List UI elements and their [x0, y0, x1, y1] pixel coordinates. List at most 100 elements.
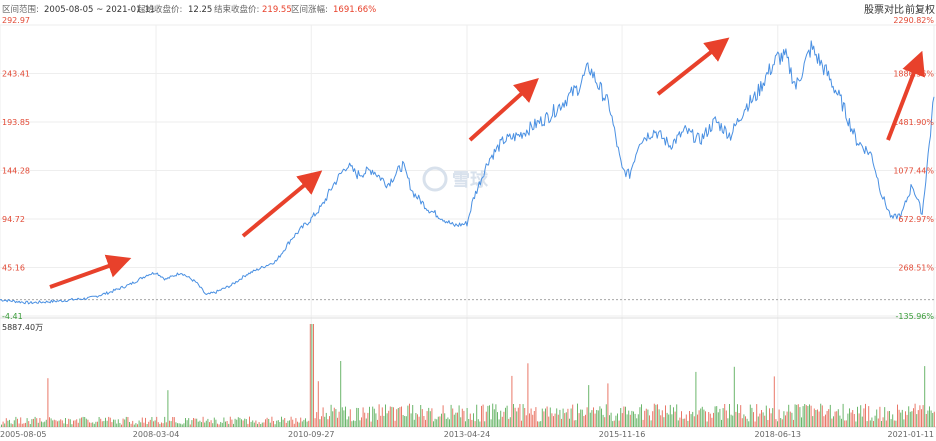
- volume-bar: [852, 410, 854, 427]
- volume-bar: [135, 423, 137, 427]
- x-tick-label: 2013-04-24: [444, 430, 491, 439]
- volume-bar: [95, 421, 97, 427]
- volume-bar: [689, 411, 690, 427]
- volume-bar: [63, 423, 65, 427]
- volume-bar: [119, 423, 121, 427]
- volume-bar: [841, 418, 842, 427]
- volume-bar: [404, 416, 406, 427]
- volume-bar: [317, 381, 319, 427]
- volume-bar: [156, 416, 158, 427]
- volume-bar: [887, 411, 889, 427]
- volume-bar: [33, 418, 34, 427]
- volume-bar: [764, 415, 766, 427]
- snowball-logo-icon: [422, 166, 448, 192]
- y-tick-label-right: 2290.82%: [893, 16, 934, 25]
- volume-bar: [220, 422, 222, 427]
- volume-bar: [388, 410, 390, 427]
- volume-bar: [855, 421, 857, 427]
- volume-bar: [703, 409, 705, 427]
- volume-bar: [282, 419, 284, 427]
- volume-bar: [903, 419, 905, 427]
- volume-bar: [735, 411, 737, 427]
- volume-bar: [796, 404, 798, 427]
- volume-bar: [433, 421, 434, 427]
- volume-bar: [217, 423, 218, 427]
- volume-bar: [484, 421, 486, 427]
- volume-bar: [570, 408, 572, 427]
- volume-bar: [844, 420, 846, 427]
- volume-bar: [241, 419, 242, 427]
- volume-bar: [906, 414, 908, 427]
- volume-bar: [68, 418, 70, 427]
- volume-bar: [273, 421, 274, 427]
- volume-bar: [357, 408, 359, 427]
- volume-bar: [114, 419, 116, 427]
- x-tick-label: 2008-03-04: [133, 430, 180, 439]
- watermark-text: 雪球: [452, 170, 489, 191]
- volume-bar: [143, 422, 145, 427]
- volume-bar: [660, 415, 662, 427]
- volume-bar: [455, 412, 457, 427]
- volume-bar: [612, 421, 614, 427]
- volume-bar: [897, 404, 898, 427]
- volume-bar: [930, 410, 932, 427]
- volume-bar: [919, 405, 921, 427]
- volume-bar: [524, 408, 526, 427]
- volume-bar: [89, 422, 90, 427]
- volume-bar: [265, 419, 266, 427]
- volume-bar: [604, 417, 606, 427]
- y-tick-label: 292.97: [2, 16, 30, 25]
- volume-bar: [881, 421, 882, 427]
- y-tick-label: 94.72: [2, 215, 25, 224]
- volume-bar: [289, 420, 290, 427]
- volume-bar: [58, 420, 60, 427]
- volume-bar: [770, 413, 772, 427]
- volume-bar: [785, 415, 786, 427]
- volume-bar: [5, 418, 7, 427]
- volume-bar: [577, 403, 578, 427]
- volume-bar: [385, 404, 386, 427]
- volume-bar: [823, 416, 825, 427]
- volume-bar: [722, 408, 724, 427]
- volume-bar: [452, 408, 454, 427]
- volume-bar: [810, 405, 812, 427]
- volume-bar: [545, 408, 546, 427]
- price-series-line: [0, 40, 935, 305]
- volume-bar: [231, 419, 233, 427]
- volume-bar: [746, 418, 748, 427]
- volume-bar: [268, 419, 270, 427]
- volume-bar: [791, 412, 793, 427]
- start-price-label: 起始收盘价:: [137, 4, 182, 15]
- volume-bar: [927, 410, 929, 427]
- trend-arrow-3: [468, 77, 539, 142]
- volume-bar: [9, 419, 10, 427]
- volume-bar: [362, 407, 364, 427]
- volume-bar: [468, 419, 470, 427]
- volume-bar: [148, 421, 150, 427]
- volume-bar: [223, 417, 225, 427]
- volume-bar: [1, 424, 2, 427]
- volume-bar: [833, 416, 834, 427]
- stock-compare-button[interactable]: 股票对比: [864, 3, 904, 16]
- volume-bar: [321, 416, 322, 427]
- volume-bar: [508, 418, 510, 427]
- volume-bar: [729, 404, 730, 427]
- volume-bar: [97, 421, 98, 427]
- volume-bar: [500, 410, 502, 427]
- volume-bar: [164, 416, 166, 427]
- volume-bar: [202, 416, 204, 427]
- volume-bar: [909, 411, 911, 427]
- volume-bar: [519, 404, 521, 427]
- volume-bar: [87, 419, 89, 427]
- adjust-mode-button[interactable]: 前复权: [905, 3, 935, 16]
- change-label: 区间涨幅:: [291, 4, 328, 15]
- volume-bar: [629, 414, 631, 427]
- volume-bar: [23, 423, 25, 427]
- volume-bar: [29, 424, 31, 427]
- volume-bar: [372, 406, 374, 427]
- volume-bar: [159, 423, 161, 427]
- volume-bar: [375, 413, 377, 427]
- volume-bar: [674, 411, 676, 427]
- volume-bar: [799, 407, 801, 427]
- volume-bar: [861, 416, 863, 427]
